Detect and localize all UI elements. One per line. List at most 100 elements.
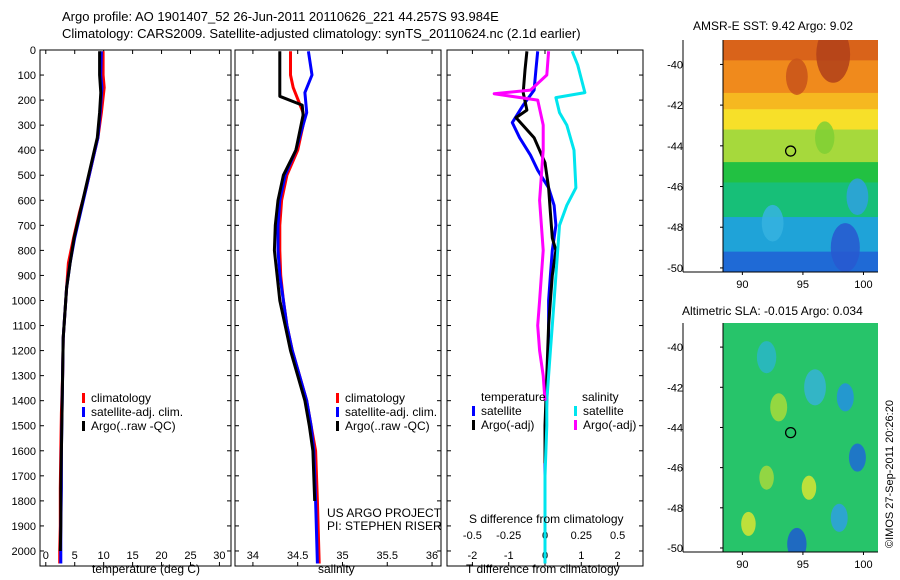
- series-line-argo-raw-qc-: [272, 51, 317, 501]
- depth-tick-label: 1200: [12, 346, 36, 358]
- series-line-satellite-adj-clim-: [276, 51, 319, 564]
- sla-map-title: Altimetric SLA: -0.015 Argo: 0.034: [682, 304, 863, 318]
- lat-tick-label: -50: [667, 543, 683, 555]
- lat-tick-label: -44: [667, 141, 683, 153]
- map-blob: [815, 121, 835, 154]
- depth-tick-label: 0: [30, 45, 36, 57]
- map-band: [723, 40, 878, 61]
- legend-header-temperature: temperature: [481, 390, 546, 404]
- lat-tick-label: -48: [667, 222, 683, 234]
- depth-tick-label: 800: [18, 245, 36, 257]
- legend-label: climatology: [91, 391, 152, 405]
- difference-legend-item: Argo(-adj): [472, 419, 534, 432]
- depth-tick-label: 600: [18, 195, 36, 207]
- difference-xtick-label: 2: [615, 550, 621, 562]
- legend-swatch-t-argo: [472, 420, 475, 430]
- depth-tick-label: 1800: [12, 496, 36, 508]
- project-annotation: US ARGO PROJECT: [327, 506, 442, 520]
- legend-swatch-climatology: [82, 393, 85, 403]
- salinity-legend-item: satellite-adj. clim.: [336, 406, 437, 419]
- temperature-xtick-label: 25: [184, 550, 196, 562]
- legend-swatch-argo: [82, 421, 85, 431]
- map-blob: [741, 511, 756, 536]
- sst-map-title: AMSR-E SST: 9.42 Argo: 9.02: [693, 19, 854, 33]
- difference-legend-item: satellite: [472, 405, 522, 418]
- header-line-2: Climatology: CARS2009. Satellite-adjuste…: [62, 26, 581, 41]
- salinity-panel: 34 34.5 35 35.5 36: [234, 49, 442, 567]
- legend-label: Argo(..raw -QC): [91, 419, 176, 433]
- difference-legend-item: satellite: [574, 405, 624, 418]
- series-line-salinity-satellite: [543, 50, 587, 564]
- legend-swatch-climatology: [336, 393, 339, 403]
- argo-location-marker: [784, 145, 797, 157]
- temperature-legend-item: climatology: [82, 392, 151, 405]
- lat-tick-label: -48: [667, 503, 683, 515]
- secondary-xtick-label: 0.25: [571, 530, 592, 542]
- secondary-xtick-label: 0.5: [610, 530, 625, 542]
- salinity-xtick-label: 36: [426, 550, 438, 562]
- legend-header-salinity: salinity: [582, 390, 619, 404]
- depth-tick-label: 400: [18, 145, 36, 157]
- map-blob: [804, 369, 826, 406]
- temperature-xtick-label: 0: [43, 550, 49, 562]
- map-blob: [785, 58, 808, 95]
- legend-label: Argo(..raw -QC): [345, 419, 430, 433]
- argo-location-marker: [784, 426, 797, 439]
- legend-label: satellite-adj. clim.: [345, 405, 438, 419]
- map-blob: [830, 223, 860, 272]
- salinity-legend-item: Argo(..raw -QC): [336, 420, 430, 433]
- depth-tick-label: 200: [18, 95, 36, 107]
- temperature-legend-item: satellite-adj. clim.: [82, 406, 183, 419]
- lat-tick-label: -40: [667, 342, 683, 354]
- difference-xtick-label: -1: [504, 550, 514, 562]
- depth-tick-label: 700: [18, 220, 36, 232]
- salinity-xtick-label: 34.5: [287, 550, 308, 562]
- difference-xlabel: T difference from climatology: [466, 562, 620, 576]
- map-blob: [830, 503, 848, 532]
- map-blob: [836, 383, 854, 412]
- legend-label: satellite: [481, 404, 522, 418]
- salinity-xtick-label: 34: [247, 550, 259, 562]
- salinity-xtick-label: 35.5: [377, 550, 398, 562]
- difference-panel: -2 -1 0 1 2-0.5 -0.25 0 0.25 0.5: [446, 49, 644, 567]
- lon-tick-label: 90: [736, 279, 748, 291]
- map-blob: [759, 465, 774, 490]
- temperature-xtick-label: 30: [213, 550, 225, 562]
- map-band: [723, 109, 878, 131]
- secondary-xtick-label: -0.25: [496, 530, 521, 542]
- map-blob: [787, 527, 807, 552]
- temperature-xlabel: temperature (deg C): [92, 562, 201, 576]
- lon-tick-label: 100: [854, 559, 872, 571]
- map-blob: [848, 443, 866, 472]
- lat-tick-label: -46: [667, 182, 683, 194]
- legend-swatch-s-argo: [574, 420, 577, 430]
- series-line-argo-raw-qc-: [58, 51, 103, 552]
- lon-tick-label: 100: [854, 279, 872, 291]
- difference-legend-item: Argo(-adj): [574, 419, 636, 432]
- difference-secondary-xlabel: S difference from climatology: [469, 512, 624, 526]
- header-line-1: Argo profile: AO 1901407_52 26-Jun-2011 …: [62, 9, 499, 24]
- map-band: [723, 92, 878, 110]
- depth-tick-label: 300: [18, 120, 36, 132]
- depth-tick-label: 1300: [12, 371, 36, 383]
- series-line-satellite-adj-clim-: [59, 51, 104, 564]
- temperature-panel: 0100200300400500600700800900100011001200…: [12, 45, 232, 567]
- difference-xtick-label: 1: [578, 550, 584, 562]
- depth-tick-label: 900: [18, 270, 36, 282]
- map-blob: [756, 341, 777, 374]
- temperature-xtick-label: 5: [72, 550, 78, 562]
- map-band: [723, 162, 878, 183]
- temperature-xtick-label: 15: [126, 550, 138, 562]
- depth-tick-label: 500: [18, 170, 36, 182]
- depth-tick-label: 1900: [12, 521, 36, 533]
- legend-swatch-satellite: [82, 407, 85, 417]
- salinity-axes-frame: [234, 49, 442, 567]
- map-blob: [801, 475, 817, 500]
- lat-tick-label: -42: [667, 382, 683, 394]
- legend-label: satellite-adj. clim.: [91, 405, 184, 419]
- lat-tick-label: -42: [667, 100, 683, 112]
- temperature-axes-frame: [39, 49, 232, 567]
- legend-swatch-t-satellite: [472, 406, 475, 416]
- lat-tick-label: -46: [667, 463, 683, 475]
